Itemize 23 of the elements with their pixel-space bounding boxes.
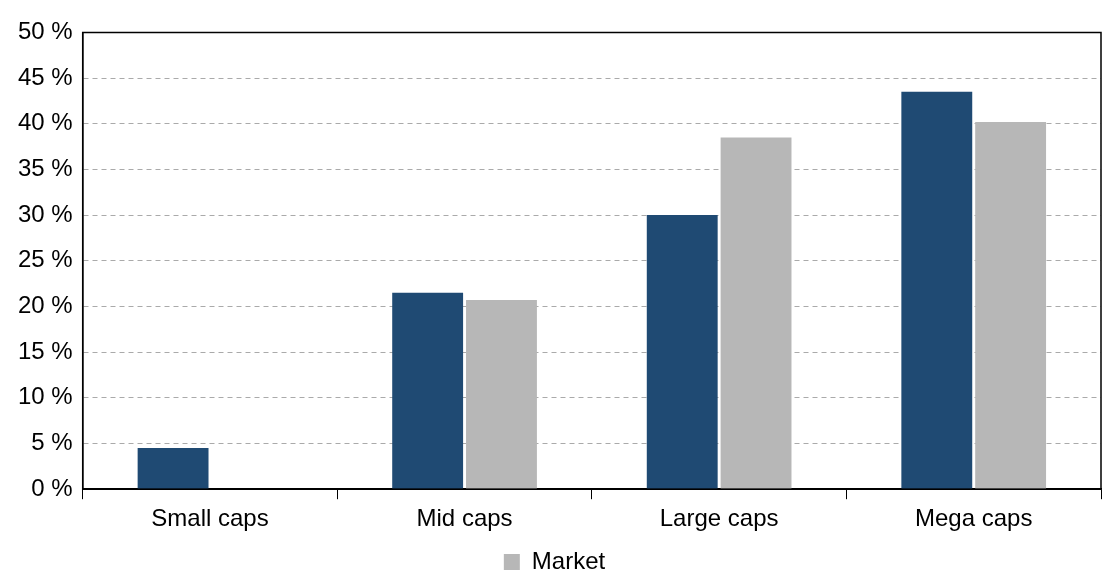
y-tick-label: 25 % bbox=[18, 245, 73, 273]
x-tick-label: Small caps bbox=[151, 504, 269, 532]
bar bbox=[466, 300, 537, 489]
legend-label: Market bbox=[531, 546, 606, 574]
bar bbox=[720, 137, 792, 489]
y-tick-label: 20 % bbox=[18, 291, 73, 319]
y-tick-label: 15 % bbox=[18, 336, 73, 364]
y-tick-label: 45 % bbox=[18, 62, 73, 90]
bar bbox=[137, 448, 209, 489]
y-tick-label: 30 % bbox=[18, 199, 73, 227]
y-tick-label: 40 % bbox=[18, 108, 73, 136]
x-tick-label: Mid caps bbox=[416, 504, 513, 532]
y-tick-label: 35 % bbox=[18, 154, 73, 182]
x-tick-label: Large caps bbox=[659, 504, 779, 532]
bar bbox=[646, 215, 718, 489]
y-tick-label: 0 % bbox=[31, 473, 73, 501]
bar bbox=[975, 121, 1047, 489]
y-tick-label: 50 % bbox=[18, 17, 73, 45]
y-tick-label: 5 % bbox=[31, 428, 73, 456]
bar bbox=[901, 91, 973, 489]
y-tick-label: 10 % bbox=[18, 382, 73, 410]
x-tick-label: Mega caps bbox=[915, 504, 1033, 532]
bar bbox=[392, 292, 464, 489]
